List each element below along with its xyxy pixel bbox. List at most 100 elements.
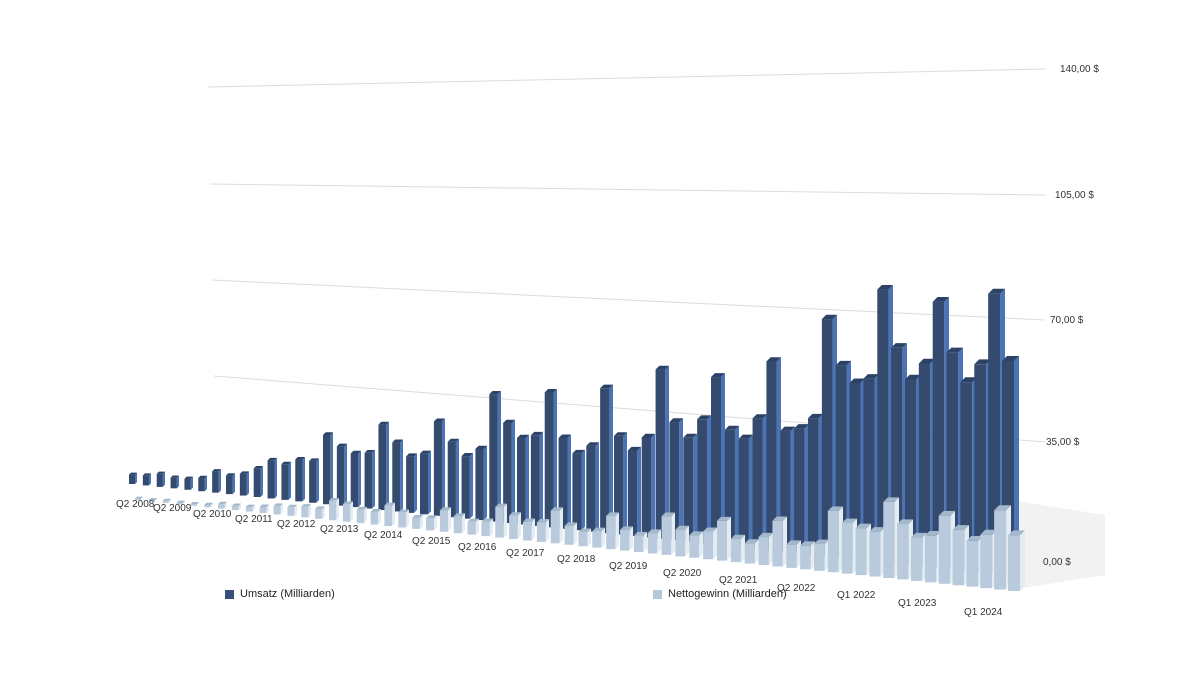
series-profit (135, 496, 1025, 591)
bar-revenue (350, 450, 361, 508)
bar-profit (911, 532, 927, 581)
x-tick-label: Q2 2012 (277, 519, 316, 530)
x-tick-label: Q2 2011 (235, 514, 273, 525)
y-tick-label: 35,00 $ (1046, 437, 1080, 448)
bar-profit (439, 507, 451, 532)
bar-revenue (544, 389, 557, 528)
bar-profit (897, 519, 913, 580)
bar-revenue (323, 432, 333, 505)
bar-profit (675, 525, 689, 557)
bar-profit (509, 512, 521, 539)
bar-revenue (517, 434, 529, 525)
bar-revenue (253, 465, 263, 497)
bar-profit (176, 500, 185, 505)
bar-revenue (281, 461, 291, 500)
bar-profit (758, 532, 773, 565)
bar-revenue (503, 419, 515, 523)
bar-profit (495, 503, 507, 538)
x-tick-label: Q2 2008 (116, 499, 155, 510)
bar-revenue (392, 439, 403, 512)
bar-revenue (129, 472, 137, 484)
bar-profit (148, 498, 157, 502)
x-tick-label: Q2 2009 (153, 503, 192, 514)
legend-label-profit: Nettogewinn (Milliarden) (668, 588, 787, 600)
x-tick-label: Q2 2022 (777, 583, 816, 594)
bar-profit (855, 523, 871, 576)
bar-revenue (683, 433, 697, 542)
bar-profit (398, 509, 409, 528)
bar-profit (592, 527, 605, 548)
bar-profit (744, 539, 759, 564)
bar-revenue (184, 476, 193, 490)
x-tick-label: Q2 2018 (557, 554, 596, 565)
x-tick-label: Q1 2024 (964, 607, 1003, 618)
bar-profit (620, 526, 633, 551)
bar-profit (869, 527, 885, 577)
bar-profit (550, 507, 563, 544)
y-tick-label: 70,00 $ (1050, 315, 1084, 326)
bar-revenue (724, 425, 739, 547)
bar-revenue (752, 414, 767, 549)
bar-revenue (669, 418, 683, 541)
bar-profit (384, 502, 395, 526)
legend-label-revenue: Umsatz (Milliarden) (240, 588, 335, 600)
x-tick-label: Q2 2013 (320, 524, 359, 535)
x-tick-label: Q2 2014 (364, 530, 403, 541)
bar-revenue (198, 475, 207, 492)
bar-revenue (711, 373, 725, 545)
bar-profit (523, 518, 535, 541)
bar-profit (315, 506, 325, 519)
bar-revenue (530, 431, 543, 526)
bar-profit (730, 534, 745, 563)
series-revenue (129, 284, 1019, 575)
x-tick-label: Q2 2017 (506, 548, 545, 559)
bar-revenue (794, 424, 809, 554)
bar-revenue (586, 442, 599, 532)
y-tick-label: 140,00 $ (1060, 64, 1099, 75)
bar-profit (356, 506, 367, 524)
x-tick-label: Q2 2010 (193, 509, 232, 520)
bar-revenue (641, 433, 655, 538)
bar-revenue (447, 438, 459, 518)
bar-revenue (766, 357, 781, 551)
bar-profit (342, 501, 353, 522)
x-tick-label: Q1 2022 (837, 590, 876, 601)
x-tick-label: Q2 2019 (609, 561, 648, 572)
bar-revenue (433, 418, 445, 516)
gridline-140 (207, 68, 1046, 88)
bar-revenue (738, 434, 753, 548)
y-tick-label: 0,00 $ (1043, 557, 1071, 568)
x-tick-label: Q2 2016 (458, 542, 497, 553)
bar-profit (772, 516, 787, 567)
bar-profit (578, 528, 591, 547)
bar-revenue (614, 432, 627, 535)
legend-item-revenue: Umsatz (Milliarden) (225, 588, 335, 600)
bar-profit (453, 513, 465, 534)
bar-profit (924, 531, 941, 583)
bar-profit (467, 518, 479, 535)
bar-revenue (420, 450, 431, 515)
bar-revenue (780, 426, 795, 552)
bar-profit (370, 509, 381, 525)
bar-revenue (461, 452, 473, 519)
bar-revenue (572, 449, 585, 531)
bar-revenue (212, 469, 221, 493)
bar-profit (536, 518, 549, 542)
legend-swatch-revenue (225, 589, 234, 599)
y-axis: 0,00 $ 35,00 $ 70,00 $ 105,00 $ 140,00 $ (1043, 64, 1099, 568)
bar-profit (841, 518, 857, 574)
bar-revenue (336, 443, 347, 506)
bar-profit (301, 504, 311, 518)
bar-revenue (267, 457, 277, 499)
bar-revenue (156, 471, 165, 487)
bar-profit (883, 497, 899, 578)
bar-profit (162, 498, 171, 503)
bar-revenue (627, 446, 641, 536)
bar-revenue (364, 449, 375, 509)
bar-revenue (226, 473, 235, 495)
bar-profit (564, 522, 577, 545)
x-tick-label: Q2 2020 (663, 568, 702, 579)
bar-revenue (170, 475, 179, 489)
bar-profit (273, 503, 283, 515)
